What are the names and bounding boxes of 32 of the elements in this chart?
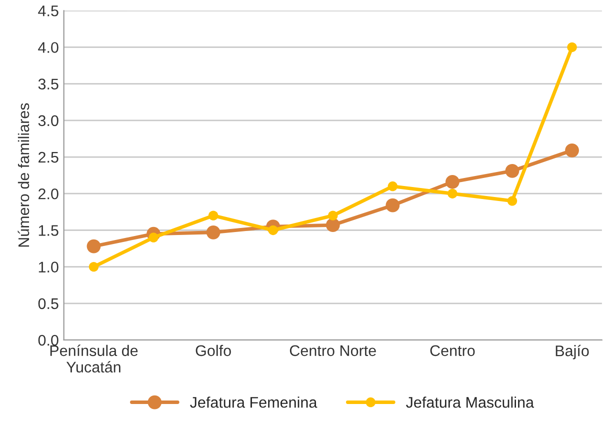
x-tick-label: Península de Yucatán xyxy=(50,344,138,373)
y-axis-title: Número de familiares xyxy=(18,103,30,247)
point xyxy=(507,196,518,206)
point xyxy=(567,42,577,52)
point xyxy=(446,174,460,189)
y-tick-label: 4.5 xyxy=(38,6,58,16)
legend-label: Jefatura Masculina xyxy=(406,396,534,408)
x-tick-label: Bajío xyxy=(556,344,589,360)
y-tick-label: 0.0 xyxy=(38,334,58,346)
legend-label: Jefatura Femenina xyxy=(190,396,318,408)
y-tick-label: 2.5 xyxy=(38,152,58,163)
y-tick-label: 0.5 xyxy=(38,298,58,310)
point xyxy=(88,262,99,272)
point xyxy=(505,164,520,178)
point xyxy=(386,198,400,212)
point xyxy=(206,225,220,240)
point xyxy=(86,239,101,254)
y-tick-label: 1.5 xyxy=(38,225,58,236)
x-tick-label: Golfo xyxy=(196,344,231,356)
point xyxy=(208,210,218,220)
point xyxy=(328,210,338,220)
y-tick-label: 1.0 xyxy=(38,262,58,272)
x-tick-label: Centro Norte xyxy=(290,345,376,356)
y-tick-label: 2.0 xyxy=(38,188,58,200)
point xyxy=(388,181,398,192)
point xyxy=(448,188,458,198)
y-tick-label: 3.5 xyxy=(38,78,58,90)
point xyxy=(565,143,579,158)
y-tick-label: 4.0 xyxy=(38,42,58,53)
x-tick-label: Centro xyxy=(430,345,475,356)
y-tick-label: 3.0 xyxy=(38,115,58,126)
point xyxy=(326,218,340,232)
